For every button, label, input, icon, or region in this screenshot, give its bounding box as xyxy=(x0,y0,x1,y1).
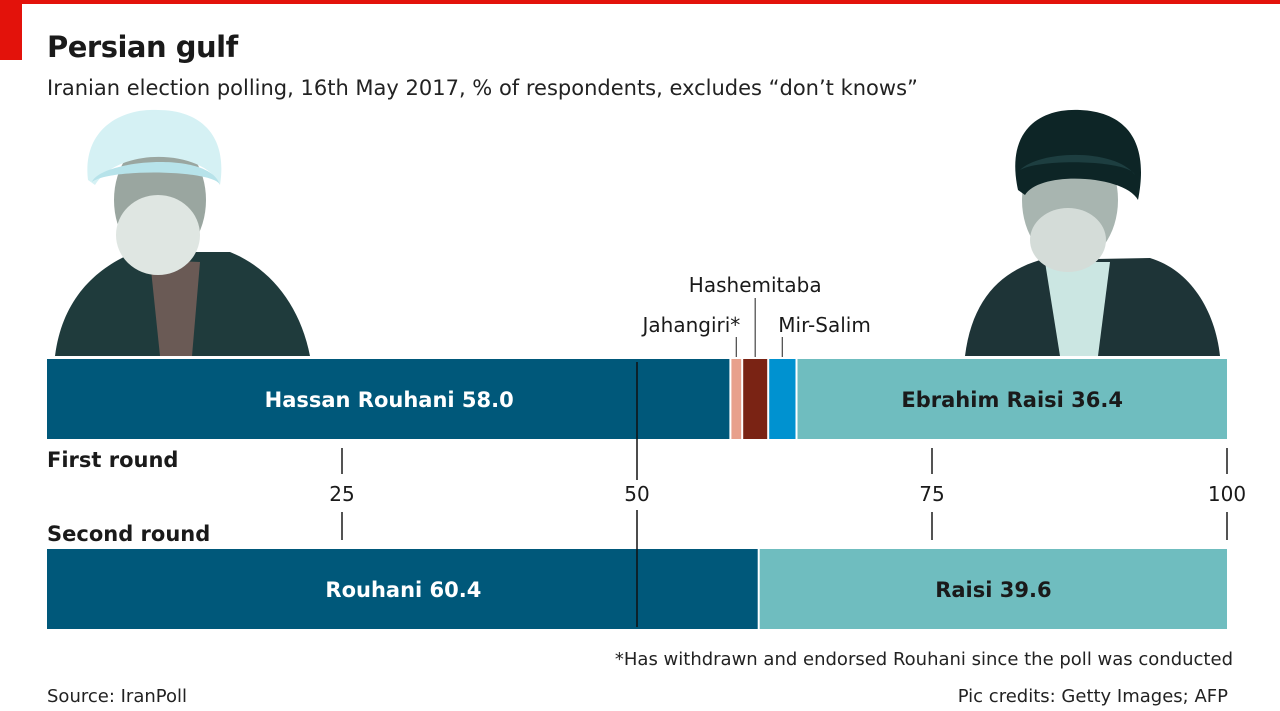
bar-segment xyxy=(743,359,768,439)
tick-label: 25 xyxy=(329,482,354,506)
raisi-portrait xyxy=(965,109,1220,356)
source-note: Source: IranPoll xyxy=(47,686,187,707)
bar-label: Raisi 39.6 xyxy=(935,578,1051,602)
bar-label: Ebrahim Raisi 36.4 xyxy=(901,388,1123,412)
chart-subtitle: Iranian election polling, 16th May 2017,… xyxy=(47,76,918,100)
bar-segment xyxy=(769,359,796,439)
bar-segment xyxy=(759,549,1227,629)
bar-segment xyxy=(797,359,1227,439)
brand-tab xyxy=(0,0,22,60)
bar-label: Rouhani 60.4 xyxy=(325,578,481,602)
picture-credits: Pic credits: Getty Images; AFP xyxy=(957,686,1228,707)
top-rule xyxy=(0,0,1280,4)
callout-label: Jahangiri* xyxy=(641,313,741,337)
bar-segment xyxy=(47,359,730,439)
chart-title: Persian gulf xyxy=(47,30,238,64)
callout-label: Hashemitaba xyxy=(689,273,822,297)
bar-segment xyxy=(731,359,742,439)
round-label: First round xyxy=(47,448,178,472)
tick-label: 75 xyxy=(919,482,944,506)
footnote: *Has withdrawn and endorsed Rouhani sinc… xyxy=(614,649,1233,670)
rouhani-portrait xyxy=(55,109,310,356)
bar-label: Hassan Rouhani 58.0 xyxy=(265,388,514,412)
round-label: Second round xyxy=(47,522,210,546)
tick-label: 100 xyxy=(1208,482,1246,506)
tick-label: 50 xyxy=(624,482,649,506)
callout-label: Mir-Salim xyxy=(778,313,871,337)
bar-segment xyxy=(47,549,758,629)
